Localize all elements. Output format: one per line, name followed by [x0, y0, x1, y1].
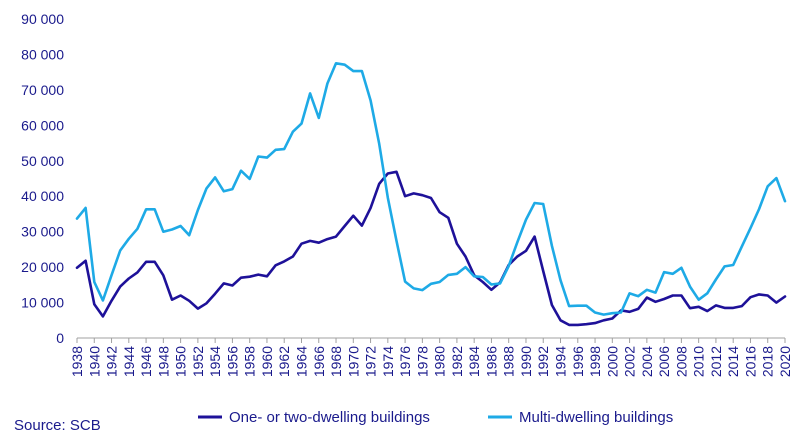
x-tick-label: 1942 — [104, 346, 120, 377]
series-line-multi-dwelling — [75, 62, 787, 316]
x-tick-label: 2004 — [639, 346, 655, 377]
x-tick-label: 1986 — [483, 346, 499, 377]
x-tick-label: 1980 — [432, 346, 448, 377]
x-tick-label: 1972 — [363, 346, 379, 377]
x-tick-label: 1960 — [259, 346, 275, 377]
x-tick-label: 2012 — [708, 346, 724, 377]
x-tick-label: 1958 — [242, 346, 258, 377]
x-tick-label: 1994 — [553, 346, 569, 377]
y-tick-label: 20 000 — [21, 259, 64, 275]
x-tick-label: 1954 — [207, 346, 223, 377]
x-tick-label: 2014 — [725, 346, 741, 377]
x-tick-label: 1968 — [328, 346, 344, 377]
x-tick-label: 1996 — [570, 346, 586, 377]
x-tick-label: 2020 — [777, 346, 793, 377]
y-tick-label: 80 000 — [21, 46, 64, 62]
x-tick-label: 1964 — [293, 346, 309, 377]
x-tick-label: 2008 — [673, 346, 689, 377]
x-tick-label: 1938 — [69, 346, 85, 377]
y-axis: 0 10 000 20 000 30 000 40 000 50 000 60 000 70 … — [21, 11, 64, 346]
y-tick-label: 60 000 — [21, 117, 64, 133]
y-tick-label: 0 — [56, 330, 64, 346]
x-tick-label: 1992 — [535, 346, 551, 377]
x-tick-label: 1990 — [518, 346, 534, 377]
x-tick-label: 2018 — [760, 346, 776, 377]
x-tick-label: 1976 — [397, 346, 413, 377]
x-tick-label: 1982 — [449, 346, 465, 377]
source-note: Source: SCB — [14, 417, 101, 434]
series-line-one-two-dwelling — [75, 170, 787, 327]
y-tick-label: 40 000 — [21, 188, 64, 204]
x-tick-label: 2010 — [691, 346, 707, 377]
y-tick-label: 70 000 — [21, 82, 64, 98]
x-axis: 1938 1940 1942 1944 1946 1948 1950 1952 1954 1956… — [69, 338, 793, 377]
x-tick-label: 2016 — [742, 346, 758, 377]
x-tick-label: 1940 — [86, 346, 102, 377]
x-tick-label: 1988 — [501, 346, 517, 377]
x-tick-label: 1970 — [345, 346, 361, 377]
y-tick-label: 10 000 — [21, 295, 64, 311]
x-tick-label: 2000 — [604, 346, 620, 377]
legend-label-one-two-dwelling: One- or two-dwelling buildings — [229, 409, 430, 426]
x-tick-label: 1962 — [276, 346, 292, 377]
x-tick-label: 1978 — [414, 346, 430, 377]
x-tick-label: 1966 — [311, 346, 327, 377]
x-tick-label: 1974 — [380, 346, 396, 377]
x-tick-label: 1952 — [190, 346, 206, 377]
x-tick-label: 1948 — [155, 346, 171, 377]
x-tick-label: 1998 — [587, 346, 603, 377]
x-tick-label: 1950 — [173, 346, 189, 377]
legend: One- or two-dwelling buildings Multi-dwe… — [198, 409, 673, 426]
x-tick-label: 1956 — [224, 346, 240, 377]
x-tick-label: 2002 — [622, 346, 638, 377]
x-tick-label: 1944 — [121, 346, 137, 377]
y-tick-label: 90 000 — [21, 11, 64, 27]
y-tick-label: 30 000 — [21, 224, 64, 240]
series-group — [75, 62, 787, 327]
x-tick-label: 2006 — [656, 346, 672, 377]
x-tick-label: 1946 — [138, 346, 154, 377]
x-tick-label: 1984 — [466, 346, 482, 377]
legend-label-multi-dwelling: Multi-dwelling buildings — [519, 409, 673, 426]
y-tick-label: 50 000 — [21, 153, 64, 169]
